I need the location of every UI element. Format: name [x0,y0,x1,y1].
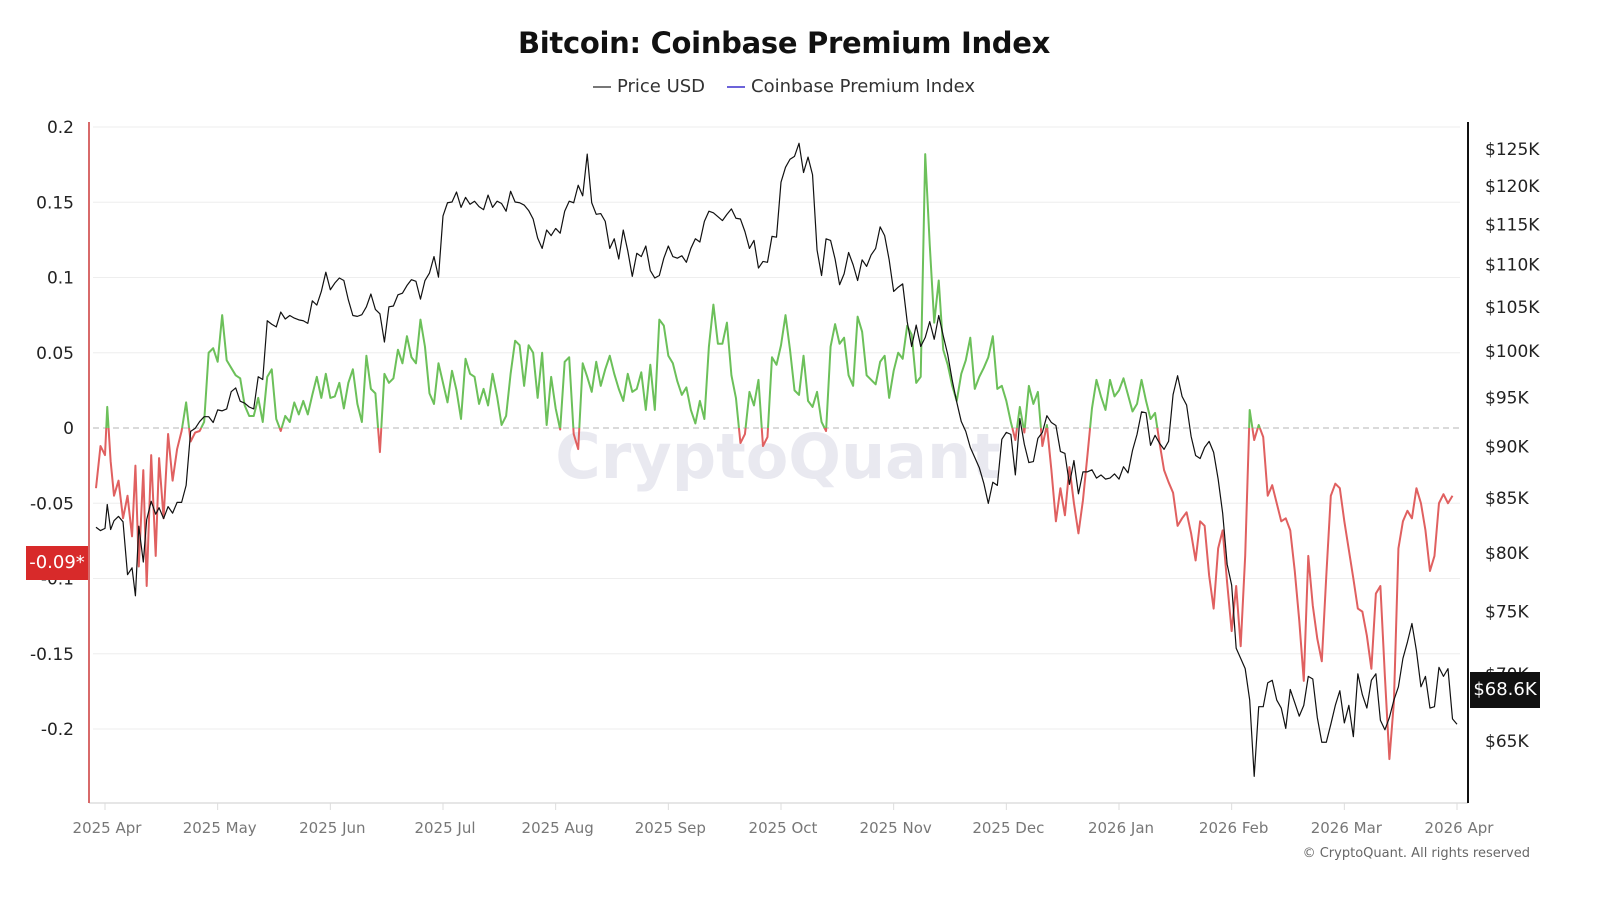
premium-positive-segment [766,314,826,429]
x-tick-label: 2025 Oct [749,819,818,837]
premium-negative-segment [1039,427,1048,448]
x-axis-ticks: 2025 Apr 2025 May 2025 Jun 2025 Jul 2025 Aug… [73,803,1495,837]
premium-positive-segment [380,318,561,429]
premium-positive-segment [1023,384,1042,429]
x-tick-label: 2025 Apr [73,819,143,837]
legend-item-premium[interactable]: Coinbase Premium Index [727,76,975,97]
x-tick-label: 2026 Mar [1311,819,1383,837]
x-tick-label: 2026 Apr [1425,819,1495,837]
right-tick-label: $75K [1485,602,1529,622]
right-tick-label: $90K [1485,437,1529,457]
x-tick-label: 2026 Jan [1088,819,1154,837]
premium-positive-segment [105,405,110,429]
left-tick-label: 0.2 [47,118,74,138]
left-tick-label: 0.1 [47,269,74,289]
left-tick-label: 0.05 [36,344,74,364]
premium-positive-segment [825,153,1014,429]
legend-swatch-premium [727,85,746,88]
premium-positive-segment [1045,423,1049,429]
left-tick-label: -0.15 [30,645,74,665]
right-tick-label: $115K [1485,216,1540,236]
right-tick-label: $100K [1485,342,1540,362]
premium-negative-segment [1156,427,1251,648]
premium-negative-segment [377,427,383,454]
left-axis-ticks: 0.20.150.10.050-0.05-0.1-0.15-0.2 [30,118,74,740]
x-tick-label: 2025 Sep [635,819,706,837]
right-tick-label: $110K [1485,256,1540,276]
series-price-usd [95,142,1458,777]
premium-positive-segment [280,354,380,429]
right-tick-label: $95K [1485,388,1529,408]
right-tick-label: $120K [1485,177,1540,197]
premium-negative-segment [278,427,283,433]
gridlines [93,126,1460,730]
premium-positive-segment [744,378,763,429]
left-tick-label: -0.2 [41,720,74,740]
right-tick-label: $125K [1485,140,1540,160]
premium-negative-segment [1011,427,1018,442]
x-tick-label: 2026 Feb [1199,819,1269,837]
premium-positive-segment [1256,423,1261,429]
x-tick-label: 2025 Jul [414,819,475,837]
premium-negative-segment [572,427,581,451]
current-premium-marker: -0.09* [26,546,88,580]
left-tick-label: 0.15 [36,193,74,213]
x-tick-label: 2025 Dec [972,819,1044,837]
legend-swatch-price [592,85,611,88]
right-tick-label: $80K [1485,544,1529,564]
premium-positive-segment [1248,408,1254,429]
premium-negative-segment [1258,427,1454,761]
premium-positive-segment [181,401,191,429]
right-tick-label: $85K [1485,489,1529,509]
premium-negative-segment [1022,427,1026,434]
right-axis-ticks: $125K $120K $115K $110K $105K $100K $95K $90K $8… [1485,140,1540,752]
legend-item-price[interactable]: Price USD [592,76,706,97]
premium-positive-segment [559,356,575,429]
premium-negative-segment [737,427,747,445]
current-price-marker: $68.6K [1470,672,1540,708]
copyright-text: © CryptoQuant. All rights reserved [1302,846,1530,861]
right-tick-label: $65K [1485,732,1529,752]
x-tick-label: 2025 Nov [860,819,932,837]
chart-legend: Price USD Coinbase Premium Index [0,76,1568,97]
premium-negative-segment [94,427,108,489]
premium-positive-segment [1089,377,1159,429]
premium-negative-segment [107,427,184,588]
x-tick-label: 2025 May [183,819,257,837]
watermark: CryptoQuant [555,420,1001,493]
left-tick-label: 0 [63,419,74,439]
price-line [95,142,1458,777]
premium-negative-segment [823,427,828,433]
left-tick-label: -0.05 [30,494,74,514]
legend-label-premium: Coinbase Premium Index [751,76,976,97]
premium-negative-segment [760,427,769,448]
premium-positive-segment [1015,405,1025,429]
legend-label-price: Price USD [616,76,706,97]
x-tick-label: 2025 Jun [299,819,365,837]
chart-title: Bitcoin: Coinbase Premium Index [517,26,1051,60]
premium-negative-segment [1046,427,1092,535]
premium-positive-segment [200,314,281,429]
premium-negative-segment [1251,427,1259,442]
right-tick-label: $105K [1485,298,1540,318]
premium-positive-segment [578,303,740,429]
x-tick-label: 2025 Aug [522,819,594,837]
